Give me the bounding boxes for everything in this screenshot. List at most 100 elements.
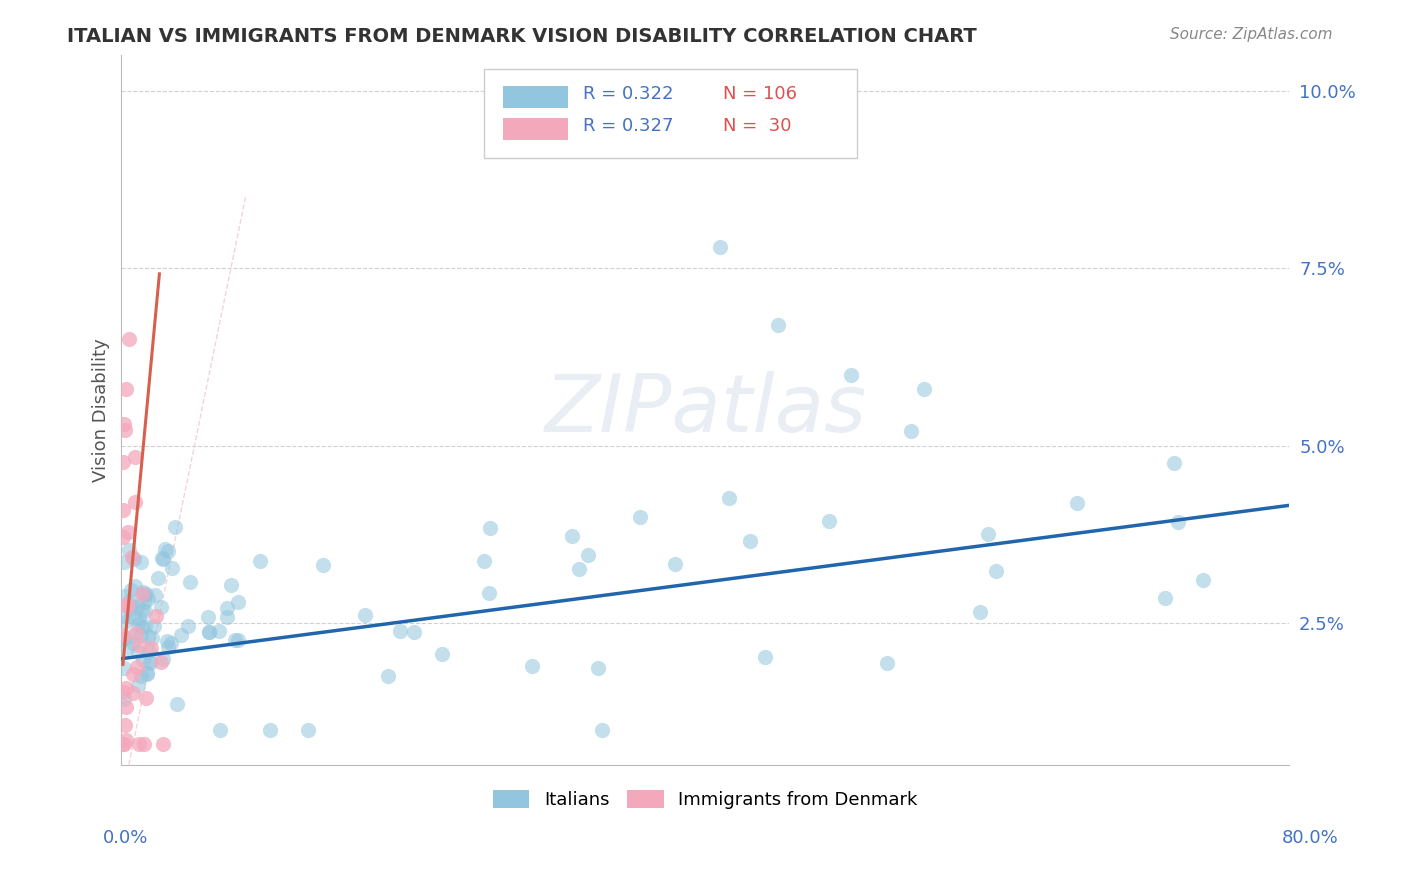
Text: N = 106: N = 106 — [723, 86, 797, 103]
Point — [111, 502, 134, 516]
Point — [111, 531, 134, 545]
Point — [153, 541, 176, 556]
Point — [754, 649, 776, 664]
Point — [138, 592, 160, 607]
Point — [150, 551, 173, 566]
Point — [131, 587, 153, 601]
Text: R = 0.327: R = 0.327 — [582, 117, 673, 136]
Text: ZIPatlas: ZIPatlas — [544, 371, 866, 450]
Point — [120, 599, 142, 613]
Point — [912, 382, 935, 396]
Point — [522, 659, 544, 673]
Point — [900, 424, 922, 438]
Point — [404, 625, 426, 640]
Point — [478, 521, 501, 535]
Bar — [503, 86, 568, 109]
Point — [127, 645, 149, 659]
Point — [128, 638, 150, 652]
Point — [591, 723, 613, 737]
Point — [984, 564, 1007, 578]
Point — [122, 636, 145, 650]
Point — [718, 491, 741, 506]
Point — [179, 575, 201, 590]
Point — [197, 609, 219, 624]
Point — [143, 588, 166, 602]
Point — [198, 625, 221, 640]
Point — [146, 571, 169, 585]
Point — [114, 615, 136, 630]
Point — [224, 632, 246, 647]
Point — [135, 667, 157, 681]
Text: N =  30: N = 30 — [723, 117, 792, 136]
Point — [377, 669, 399, 683]
Point — [128, 611, 150, 625]
Point — [124, 495, 146, 509]
Point — [135, 666, 157, 681]
Point — [143, 619, 166, 633]
Point — [121, 550, 143, 565]
Point — [586, 660, 609, 674]
Point — [132, 585, 155, 599]
Point — [138, 629, 160, 643]
Point — [576, 548, 599, 562]
Point — [177, 618, 200, 632]
Point — [122, 686, 145, 700]
Point — [163, 520, 186, 534]
Point — [818, 514, 841, 528]
Point — [198, 624, 221, 639]
Point — [114, 423, 136, 437]
Point — [112, 692, 135, 706]
Point — [122, 667, 145, 681]
Point — [127, 678, 149, 692]
Point — [120, 602, 142, 616]
Point — [129, 669, 152, 683]
Point — [155, 634, 177, 648]
Point — [170, 628, 193, 642]
Point — [134, 737, 156, 751]
Point — [134, 619, 156, 633]
Point — [217, 600, 239, 615]
Point — [127, 616, 149, 631]
Point — [115, 599, 138, 614]
Point — [219, 578, 242, 592]
Point — [149, 599, 172, 614]
Point — [1066, 496, 1088, 510]
Point — [226, 595, 249, 609]
Point — [152, 737, 174, 751]
Point — [1167, 515, 1189, 529]
Point — [156, 640, 179, 655]
Point — [112, 608, 135, 623]
Point — [709, 240, 731, 254]
Point — [1192, 574, 1215, 588]
Point — [124, 450, 146, 464]
Point — [478, 585, 501, 599]
Point — [226, 632, 249, 647]
Point — [969, 605, 991, 619]
Point — [145, 609, 167, 624]
Point — [118, 332, 141, 346]
Point — [115, 641, 138, 656]
Point — [111, 455, 134, 469]
Point — [628, 509, 651, 524]
Point — [112, 589, 135, 603]
Text: Source: ZipAtlas.com: Source: ZipAtlas.com — [1170, 27, 1333, 42]
Point — [152, 552, 174, 566]
FancyBboxPatch shape — [484, 70, 858, 158]
Point — [208, 723, 231, 737]
Point — [135, 587, 157, 601]
Point — [111, 737, 134, 751]
Point — [208, 624, 231, 639]
Point — [122, 552, 145, 566]
Point — [138, 654, 160, 668]
Text: 80.0%: 80.0% — [1282, 829, 1339, 847]
Point — [115, 733, 138, 747]
Text: 0.0%: 0.0% — [103, 829, 148, 847]
Point — [131, 620, 153, 634]
Point — [159, 636, 181, 650]
Point — [149, 655, 172, 669]
Point — [472, 554, 495, 568]
Legend: Italians, Immigrants from Denmark: Italians, Immigrants from Denmark — [486, 783, 925, 816]
Point — [841, 368, 863, 382]
Point — [134, 604, 156, 618]
Point — [111, 628, 134, 642]
